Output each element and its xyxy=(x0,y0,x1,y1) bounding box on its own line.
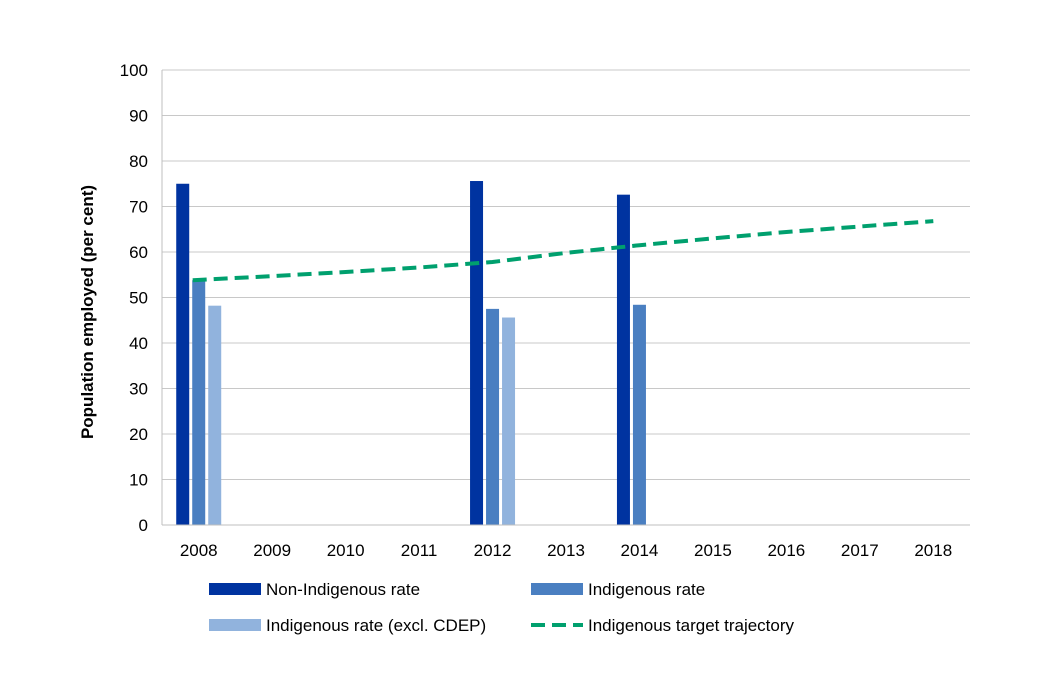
legend-label-indigenous-rate-excl-cdep: Indigenous rate (excl. CDEP) xyxy=(266,616,486,635)
legend-swatch-indigenous-rate xyxy=(531,583,583,595)
y-tick-label: 10 xyxy=(129,471,148,490)
legend: Non-Indigenous rate Indigenous rate Indige… xyxy=(209,580,795,635)
x-tick-label: 2016 xyxy=(767,541,805,560)
y-tick-label: 50 xyxy=(129,289,148,308)
bar-indigenous-rate-2014 xyxy=(632,304,646,525)
legend-label-indigenous-rate: Indigenous rate xyxy=(588,580,705,599)
y-tick-label: 40 xyxy=(129,334,148,353)
bar-non-indigenous-rate-2008 xyxy=(176,183,190,525)
x-tick-label: 2008 xyxy=(180,541,218,560)
y-tick-label: 60 xyxy=(129,243,148,262)
y-tick-labels: 0 10 20 30 40 50 60 70 80 90 100 xyxy=(120,61,148,535)
x-tick-label: 2010 xyxy=(327,541,365,560)
line-indigenous-target-trajectory xyxy=(192,219,934,283)
y-tick-label: 20 xyxy=(129,425,148,444)
bars xyxy=(176,181,646,526)
y-tick-label: 0 xyxy=(139,516,148,535)
y-tick-label: 70 xyxy=(129,198,148,217)
bar-non-indigenous-rate-2012 xyxy=(470,181,484,525)
x-tick-label: 2017 xyxy=(841,541,879,560)
legend-swatch-indigenous-rate-excl-cdep xyxy=(209,619,261,631)
legend-label-indigenous-target-trajectory: Indigenous target trajectory xyxy=(588,616,795,635)
x-tick-label: 2013 xyxy=(547,541,585,560)
y-tick-label: 100 xyxy=(120,61,148,80)
x-tick-label: 2014 xyxy=(621,541,659,560)
x-tick-label: 2018 xyxy=(914,541,952,560)
bar-indigenous-rate-excl-cdep-2008 xyxy=(208,305,222,525)
bar-indigenous-rate-excl-cdep-2012 xyxy=(502,317,516,525)
y-axis-label: Population employed (per cent) xyxy=(78,185,97,439)
bar-indigenous-rate-2008 xyxy=(192,280,206,525)
bar-non-indigenous-rate-2014 xyxy=(616,194,630,526)
bar-indigenous-rate-2012 xyxy=(486,308,500,525)
trajectory-lines xyxy=(192,219,934,283)
legend-swatch-non-indigenous-rate xyxy=(209,583,261,595)
legend-label-non-indigenous-rate: Non-Indigenous rate xyxy=(266,580,420,599)
gridlines xyxy=(162,69,970,480)
y-tick-label: 90 xyxy=(129,107,148,126)
x-tick-label: 2009 xyxy=(253,541,291,560)
x-tick-label: 2015 xyxy=(694,541,732,560)
axes xyxy=(161,70,970,526)
x-tick-labels: 2008 2009 2010 2011 2012 2013 2014 2015 2016 2017… xyxy=(180,541,952,560)
y-tick-label: 80 xyxy=(129,152,148,171)
x-tick-label: 2012 xyxy=(474,541,512,560)
y-tick-label: 30 xyxy=(129,380,148,399)
x-tick-label: 2011 xyxy=(401,541,438,560)
